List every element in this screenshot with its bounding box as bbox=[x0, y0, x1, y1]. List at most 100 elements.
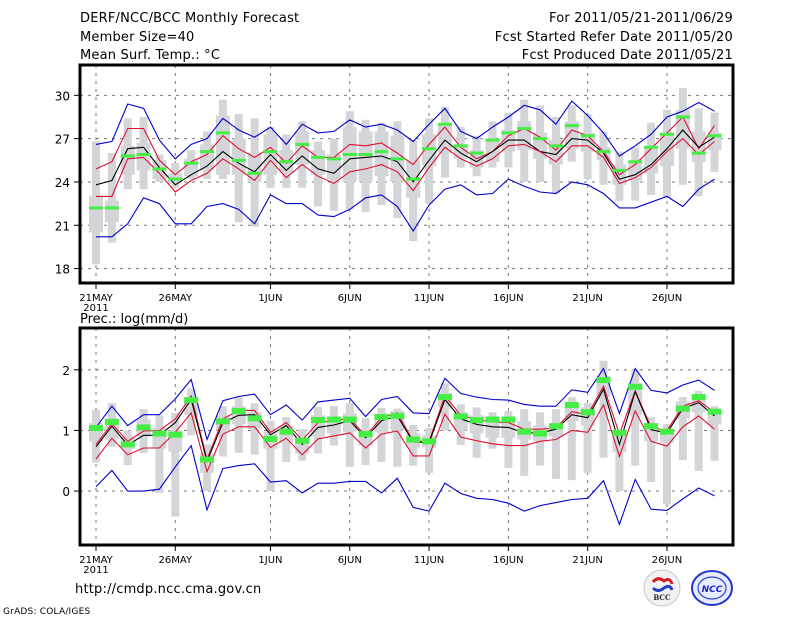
box-whisker bbox=[647, 417, 656, 482]
box-whisker bbox=[694, 391, 703, 472]
variable-label-temp: Mean Surf. Temp.: °C bbox=[80, 48, 221, 63]
box-whisker bbox=[662, 424, 671, 505]
box-whisker bbox=[218, 406, 227, 457]
median-mark bbox=[263, 150, 278, 154]
median-mark bbox=[247, 171, 262, 175]
median-mark bbox=[659, 132, 674, 136]
x-tick-label: 1JUN bbox=[258, 555, 282, 566]
box-body bbox=[644, 148, 659, 174]
series-spread-lower bbox=[95, 403, 715, 474]
chart-title: DERF/NCC/BCC Monthly Forecast bbox=[80, 11, 300, 26]
median-mark bbox=[469, 151, 484, 155]
median-mark bbox=[374, 150, 389, 154]
median-mark bbox=[628, 160, 643, 164]
median-mark bbox=[580, 134, 595, 138]
median-mark bbox=[659, 428, 674, 435]
box-whisker bbox=[345, 403, 354, 467]
ncc-logo-label: NCC bbox=[702, 585, 723, 595]
x-tick-label: 6JUN bbox=[338, 293, 362, 304]
box-body bbox=[295, 131, 310, 165]
box-whisker bbox=[393, 408, 402, 467]
temperature-panel: 18 21 24 27 30 21MAY 26MAY 1JUN 6JUN 11JUN 16JUN 21… bbox=[55, 63, 735, 314]
x-tick-label: 16JUN bbox=[493, 555, 523, 566]
box-whisker bbox=[234, 397, 243, 453]
median-mark bbox=[168, 431, 183, 438]
series-ensemble-mean bbox=[95, 387, 715, 464]
variable-label-precip: Prec.: log(mm/d) bbox=[80, 312, 188, 327]
box-whisker bbox=[155, 415, 164, 493]
forecast-produced-date: Fcst Produced Date 2011/05/21 bbox=[521, 48, 733, 63]
x-tick-label: 21JUN bbox=[572, 293, 602, 304]
forecast-period: For 2011/05/21-2011/06/29 bbox=[549, 11, 733, 26]
box-whisker bbox=[377, 408, 386, 462]
x-tick-year-label: 2011 bbox=[83, 565, 108, 576]
median-mark bbox=[200, 150, 215, 154]
median-mark bbox=[564, 124, 579, 128]
x-tick-label: 1JUN bbox=[258, 293, 282, 304]
median-mark bbox=[517, 428, 532, 435]
median-mark bbox=[390, 157, 405, 161]
median-mark bbox=[406, 436, 421, 443]
median-mark bbox=[628, 383, 643, 390]
median-mark bbox=[437, 122, 452, 126]
median-mark bbox=[675, 405, 690, 412]
series-max bbox=[95, 100, 715, 160]
source-url[interactable]: http://cmdp.ncc.cma.gov.cn bbox=[75, 582, 262, 597]
box-body bbox=[374, 131, 389, 177]
median-mark bbox=[184, 397, 199, 404]
y-tick-label: 24 bbox=[55, 176, 70, 190]
median-mark bbox=[311, 155, 326, 159]
x-tick-label: 21MAY bbox=[79, 293, 113, 304]
median-mark bbox=[215, 131, 230, 135]
plot-frame bbox=[78, 63, 735, 285]
median-mark bbox=[168, 177, 183, 181]
y-tick-label: 0 bbox=[62, 485, 70, 499]
median-mark bbox=[120, 154, 135, 158]
box-whisker bbox=[567, 397, 576, 481]
precipitation-panel: Prec.: log(mm/d) 0 1 2 21MAY 26MAY 1JUN 6JUN 11J… bbox=[62, 312, 735, 576]
median-mark bbox=[691, 151, 706, 155]
logos: BCC NCC bbox=[643, 569, 733, 607]
median-mark bbox=[104, 206, 119, 210]
x-tick-label: 11JUN bbox=[414, 555, 444, 566]
median-mark bbox=[644, 423, 659, 430]
box-body bbox=[136, 142, 151, 171]
median-mark bbox=[580, 409, 595, 416]
member-size: Member Size=40 bbox=[80, 30, 195, 45]
median-mark bbox=[358, 153, 373, 157]
series-ensemble-mean bbox=[95, 129, 715, 186]
box-whisker bbox=[504, 411, 513, 469]
median-mark bbox=[675, 115, 690, 119]
x-tick-year-label: 2011 bbox=[83, 303, 108, 314]
box-body bbox=[691, 397, 706, 413]
ncc-logo-icon: NCC bbox=[691, 570, 733, 606]
box-body bbox=[517, 121, 532, 151]
median-mark bbox=[200, 456, 215, 463]
y-tick-label: 21 bbox=[55, 219, 70, 233]
box-whisker bbox=[631, 369, 640, 466]
box-body bbox=[215, 115, 230, 175]
box-whisker bbox=[583, 403, 592, 473]
y-tick-label: 18 bbox=[55, 263, 70, 277]
median-mark bbox=[517, 127, 532, 131]
box-body bbox=[580, 132, 595, 152]
x-tick-label: 6JUN bbox=[338, 555, 362, 566]
x-tick-label: 11JUN bbox=[414, 293, 444, 304]
median-mark bbox=[295, 142, 310, 146]
median-mark bbox=[295, 437, 310, 444]
box-whisker bbox=[266, 420, 275, 492]
median-mark bbox=[564, 401, 579, 408]
median-mark bbox=[215, 418, 230, 425]
series-min bbox=[96, 178, 715, 238]
median-mark bbox=[406, 177, 421, 181]
median-mark bbox=[612, 168, 627, 172]
median-mark bbox=[374, 414, 389, 421]
median-mark bbox=[469, 417, 484, 424]
median-mark bbox=[231, 158, 246, 162]
median-mark bbox=[326, 416, 341, 423]
median-mark bbox=[596, 377, 611, 384]
y-tick-label: 27 bbox=[55, 133, 70, 147]
median-mark bbox=[533, 430, 548, 437]
series-min bbox=[95, 444, 715, 527]
box-whisker bbox=[710, 406, 719, 461]
